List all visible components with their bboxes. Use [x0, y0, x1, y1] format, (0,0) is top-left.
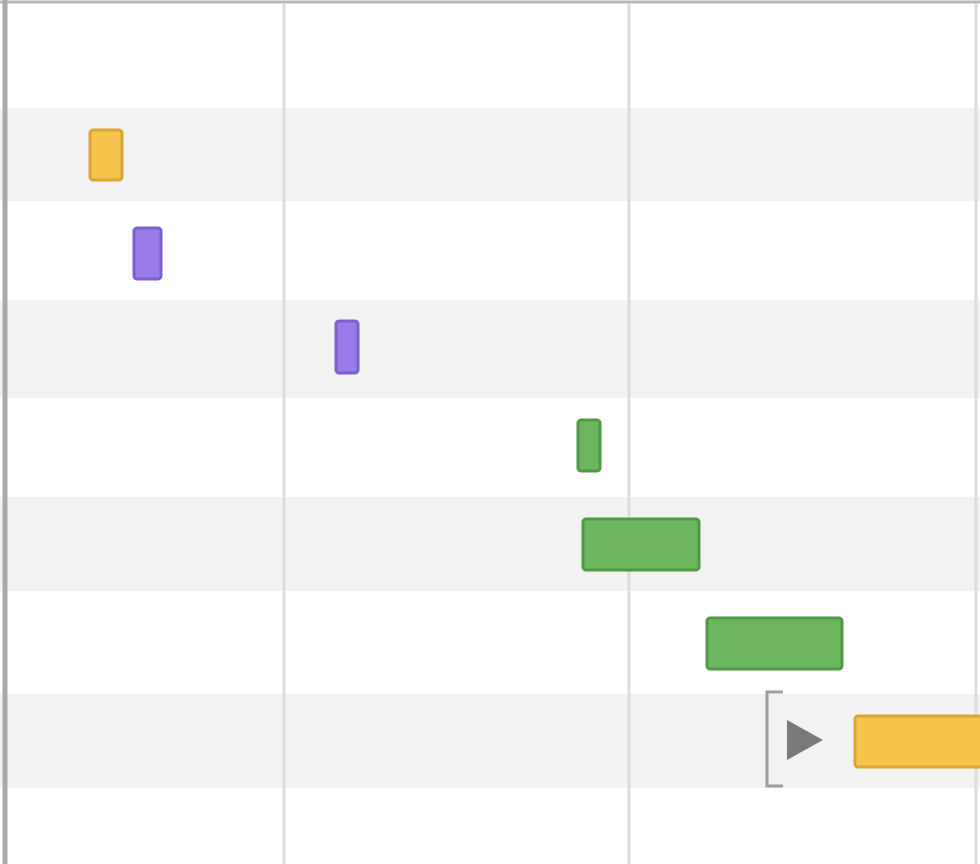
row-stripe: [0, 108, 980, 201]
row-stripe: [0, 300, 980, 398]
request-bar[interactable]: [88, 128, 124, 182]
bracket: [765, 690, 783, 788]
request-bar[interactable]: [334, 319, 360, 375]
row-stripe: [0, 497, 980, 591]
request-bar[interactable]: [581, 517, 701, 572]
request-bar[interactable]: [132, 226, 163, 281]
request-bar[interactable]: [853, 714, 980, 769]
request-bar[interactable]: [705, 616, 844, 671]
request-bar[interactable]: [576, 418, 602, 473]
request-bars: [88, 128, 980, 769]
row-stripes: [0, 108, 980, 788]
row-stripe: [0, 694, 980, 788]
play-triangle[interactable]: [787, 720, 823, 760]
